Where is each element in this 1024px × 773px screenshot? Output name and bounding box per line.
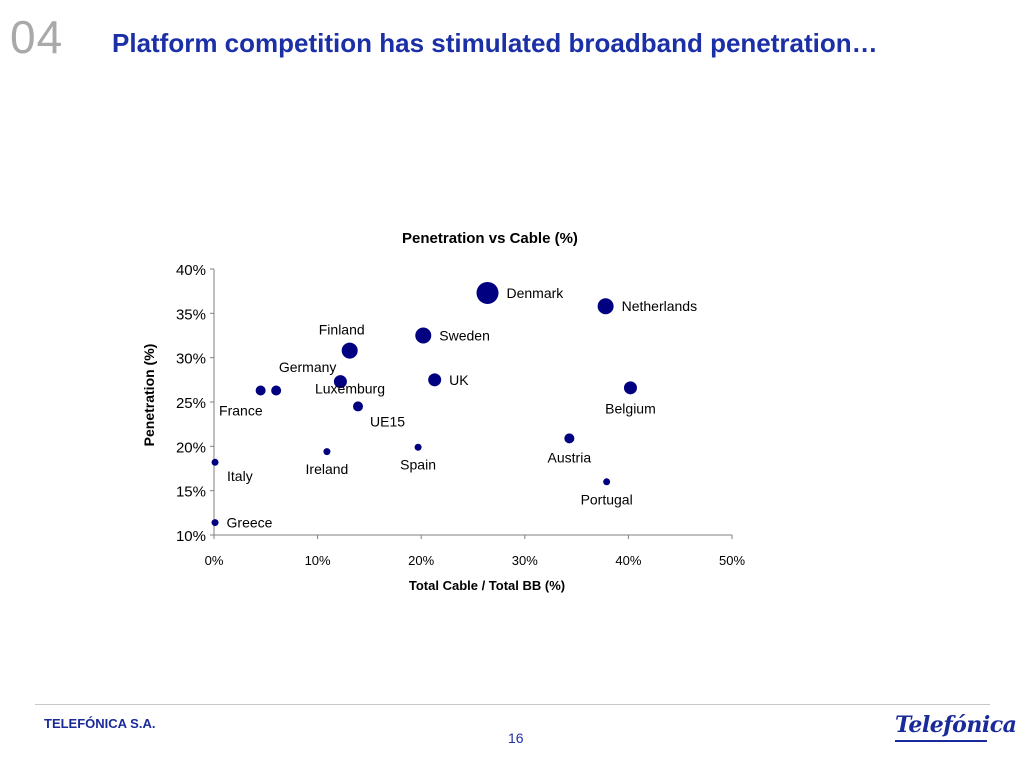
x-tick-label: 10% bbox=[305, 553, 331, 568]
point-netherlands bbox=[597, 298, 614, 315]
point-greece bbox=[211, 519, 219, 527]
point-label-uk: UK bbox=[449, 372, 469, 388]
point-belgium bbox=[623, 381, 637, 395]
point-uk bbox=[428, 373, 442, 387]
point-france bbox=[255, 385, 266, 396]
x-axis-label: Total Cable / Total BB (%) bbox=[409, 578, 565, 593]
x-tick-label: 30% bbox=[512, 553, 538, 568]
y-tick-label: 15% bbox=[176, 484, 206, 501]
logo-underline bbox=[895, 740, 987, 742]
x-tick-label: 40% bbox=[615, 553, 641, 568]
point-label-ireland: Ireland bbox=[306, 461, 349, 477]
chart-title: Penetration vs Cable (%) bbox=[402, 230, 578, 247]
y-axis-label: Penetration (%) bbox=[141, 344, 157, 447]
x-tick-label: 0% bbox=[205, 553, 224, 568]
logo-wordmark: Telefónica bbox=[895, 712, 1017, 738]
telefonica-logo: Telefónica bbox=[895, 712, 1017, 746]
y-tick-label: 40% bbox=[176, 262, 206, 279]
y-tick-label: 25% bbox=[176, 395, 206, 412]
point-label-portugal: Portugal bbox=[581, 491, 633, 507]
x-tick-label: 50% bbox=[719, 553, 745, 568]
point-label-france: France bbox=[219, 402, 263, 418]
point-portugal bbox=[603, 478, 611, 486]
point-label-ue15: UE15 bbox=[370, 413, 405, 429]
point-label-spain: Spain bbox=[400, 457, 436, 473]
point-luxemburg bbox=[353, 401, 364, 412]
point-germany bbox=[333, 375, 347, 389]
point-italy bbox=[211, 458, 219, 466]
point-unlabeled bbox=[271, 385, 282, 396]
y-tick-label: 30% bbox=[176, 351, 206, 368]
point-label-germany: Germany bbox=[279, 359, 337, 375]
chart-points bbox=[211, 281, 637, 527]
point-label-finland: Finland bbox=[319, 322, 365, 338]
point-label-belgium: Belgium bbox=[605, 400, 656, 416]
x-tick-label: 20% bbox=[408, 553, 434, 568]
point-label-greece: Greece bbox=[227, 515, 273, 531]
slide-title: Platform competition has stimulated broa… bbox=[112, 28, 878, 58]
footer-divider bbox=[35, 704, 990, 705]
point-finland bbox=[341, 342, 358, 359]
point-denmark bbox=[476, 281, 499, 304]
y-tick-label: 10% bbox=[176, 528, 206, 545]
slide-number: 04 bbox=[10, 11, 64, 63]
point-label-luxemburg: Luxemburg bbox=[315, 380, 385, 396]
point-label-austria: Austria bbox=[548, 449, 592, 465]
company-name: TELEFÓNICA S.A. bbox=[44, 716, 156, 731]
point-label-sweden: Sweden bbox=[439, 328, 490, 344]
chart-point-labels: Denmark Netherlands Sweden Finland Germany Lu… bbox=[219, 285, 697, 531]
point-label-italy: Italy bbox=[227, 468, 253, 484]
point-austria bbox=[564, 433, 575, 444]
point-label-netherlands: Netherlands bbox=[622, 298, 698, 314]
point-ireland bbox=[323, 448, 331, 456]
y-tick-label: 35% bbox=[176, 306, 206, 323]
y-tick-label: 20% bbox=[176, 439, 206, 456]
point-sweden bbox=[415, 327, 432, 344]
point-spain bbox=[414, 443, 422, 451]
chart-axes: 10% 15% 20% 25% 30% 35% 40% 0% 10% 20% 30% 40% 50% bbox=[176, 262, 745, 568]
point-label-denmark: Denmark bbox=[507, 285, 565, 301]
page-number: 16 bbox=[508, 730, 524, 746]
